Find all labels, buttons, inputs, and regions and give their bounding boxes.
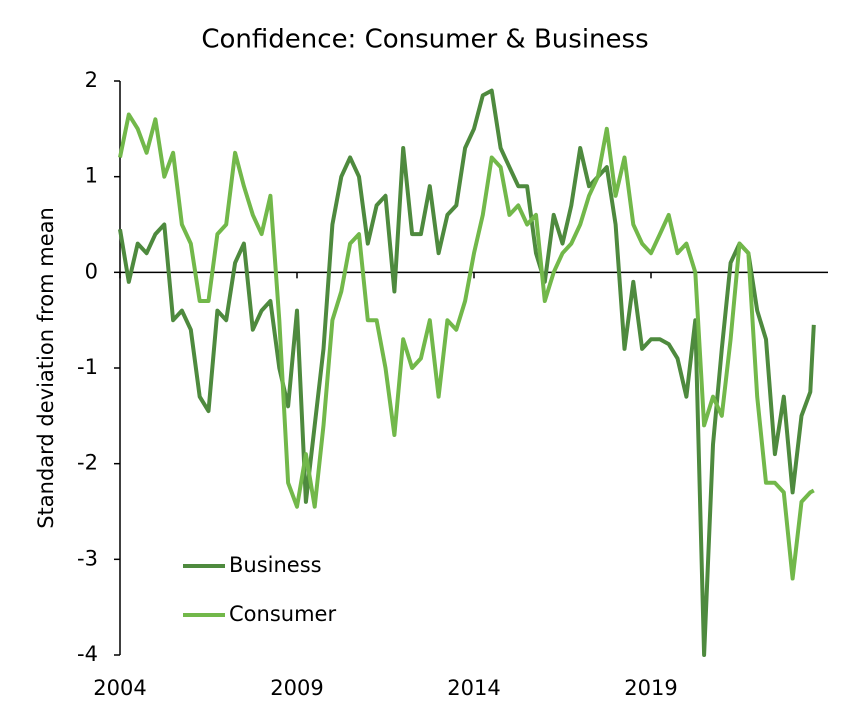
y-tick-label: 2 xyxy=(85,68,98,92)
y-tick-label: -3 xyxy=(77,546,98,570)
x-tick-label: 2019 xyxy=(624,676,677,700)
y-tick-label: -4 xyxy=(77,642,98,666)
chart-title: Confidence: Consumer & Business xyxy=(201,25,648,55)
x-tick-label: 2009 xyxy=(270,676,323,700)
y-tick-label: -2 xyxy=(77,451,98,475)
x-tick-label: 2014 xyxy=(447,676,500,700)
y-tick-label: 1 xyxy=(85,164,98,188)
series-line xyxy=(118,112,815,581)
y-axis-label: Standard deviation from mean xyxy=(34,207,58,529)
legend-label: Consumer xyxy=(229,602,336,626)
series-line xyxy=(118,88,816,657)
x-tick-label: 2004 xyxy=(93,676,146,700)
y-tick-label: 0 xyxy=(85,259,98,283)
y-tick-label: -1 xyxy=(77,355,98,379)
legend-label: Business xyxy=(229,553,322,577)
